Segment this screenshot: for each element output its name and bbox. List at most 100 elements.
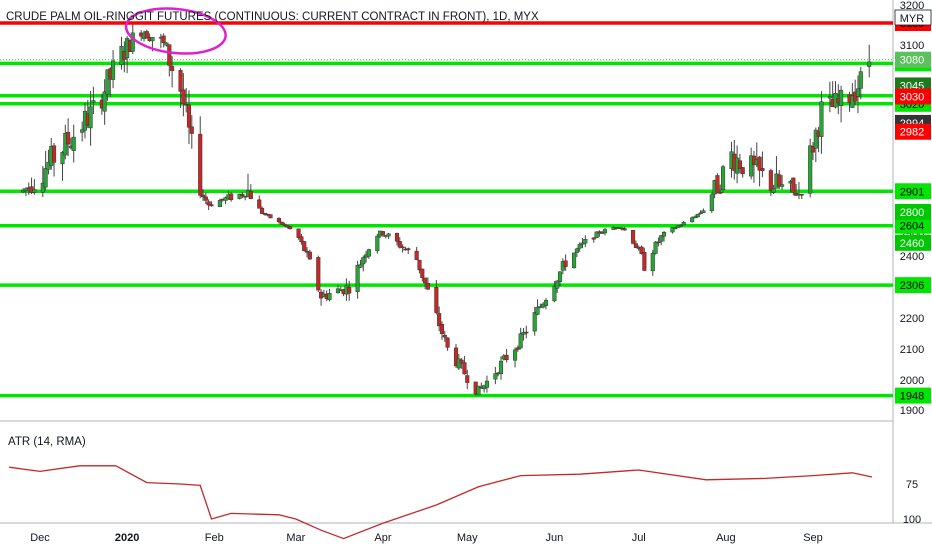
candle-body (858, 71, 863, 89)
price-axis-tick: 3200 (900, 0, 924, 12)
price-tag-text: 3030 (900, 91, 924, 103)
atr-title: ATR (14, RMA) (8, 436, 86, 448)
candle-body (690, 217, 695, 223)
candle-body (456, 358, 461, 369)
price-tag-2982 (895, 123, 931, 140)
candle-body (91, 100, 96, 103)
atr-panel (9, 465, 873, 540)
price-tag-text: 2800 (900, 207, 924, 219)
candle-body (217, 200, 222, 207)
candle-body (375, 235, 380, 252)
candle-body (543, 299, 549, 306)
candle-body (737, 160, 742, 169)
currency-tag (894, 9, 932, 26)
candle-body (740, 167, 745, 175)
candle-body (867, 61, 872, 67)
level-tag-2604 (895, 217, 931, 234)
level-tag-2306 (895, 277, 931, 294)
candle-body (43, 168, 48, 188)
candle-body (521, 332, 526, 335)
candle-body (288, 226, 293, 230)
candle-body (602, 229, 608, 234)
candle-body (555, 280, 560, 289)
candle-body (164, 42, 169, 46)
candle-body (88, 106, 93, 129)
candle-body (111, 60, 116, 80)
candle-body (161, 35, 166, 44)
support-resistance-levels[interactable] (0, 21, 893, 398)
candle-body (583, 239, 588, 244)
candle-body (839, 89, 844, 107)
candle-body (580, 242, 585, 245)
candle-body (366, 249, 371, 257)
time-axis-tick: Sep (803, 532, 823, 544)
candle-body (150, 36, 155, 42)
candle-body (633, 243, 638, 248)
candle-body (40, 182, 45, 193)
candle-body (698, 212, 703, 215)
candle-body (260, 207, 265, 214)
candle-body (406, 248, 411, 251)
candle-body (71, 136, 76, 151)
candle-body (355, 265, 360, 292)
candle-body (498, 360, 504, 375)
time-axis-tick: Mar (286, 532, 305, 544)
candle-body (676, 225, 681, 228)
candle-body (850, 95, 855, 108)
candle-body (209, 204, 214, 207)
candle-body (380, 231, 385, 236)
candle-body (819, 101, 824, 137)
highlight-ellipse[interactable] (124, 4, 228, 58)
price-axis-tick: 1900 (900, 405, 924, 417)
time-axis-tick: Feb (205, 532, 224, 544)
candle-body (622, 228, 627, 231)
candle-body (642, 251, 647, 271)
candle-body (692, 216, 697, 219)
price-tag-text: 2982 (900, 127, 924, 139)
price-tag-3080 (895, 51, 931, 68)
candle-body (709, 194, 714, 211)
price-axis[interactable]: 1900200021002200230024002500260028002900… (894, 0, 932, 526)
candle-body (420, 268, 425, 278)
candle-body (60, 152, 65, 165)
grid (0, 0, 932, 524)
candle-body (229, 193, 234, 200)
candle-body (715, 175, 720, 194)
annotations[interactable] (124, 4, 228, 58)
candle-body (462, 362, 467, 375)
time-axis[interactable]: Dec 2020 Feb Mar Apr May Jun Jul Aug Sep (30, 532, 823, 544)
candle-body (358, 264, 363, 268)
candle-body (813, 129, 818, 149)
candle-body (557, 271, 563, 282)
candle-body (524, 331, 529, 334)
time-axis-tick: May (457, 532, 478, 544)
price-tag-2800 (895, 204, 931, 220)
candle-body (577, 244, 582, 249)
candle-body (203, 196, 208, 201)
candle-body (223, 197, 228, 201)
level-tag-text: 2901 (900, 186, 924, 198)
candle-body (285, 225, 290, 228)
atr-line (9, 465, 873, 540)
candle-body (459, 359, 464, 364)
candle-body (552, 286, 557, 302)
candle-body (639, 246, 644, 254)
candle-body (673, 227, 678, 230)
candle-body (518, 333, 523, 349)
candle-body (102, 91, 107, 112)
candle-body (442, 334, 447, 338)
candle-body (808, 145, 813, 194)
candle-body (515, 347, 520, 350)
candle-body (670, 227, 675, 233)
candle-body (302, 241, 307, 252)
candle-body (771, 188, 776, 193)
candle-body (423, 277, 428, 284)
time-axis-tick: Apr (374, 532, 391, 544)
candle-body (855, 88, 861, 97)
candle-body (347, 287, 352, 294)
candle-body (105, 69, 110, 95)
candle-body (268, 214, 273, 219)
candle-body (296, 228, 301, 238)
candle-body (757, 156, 762, 171)
